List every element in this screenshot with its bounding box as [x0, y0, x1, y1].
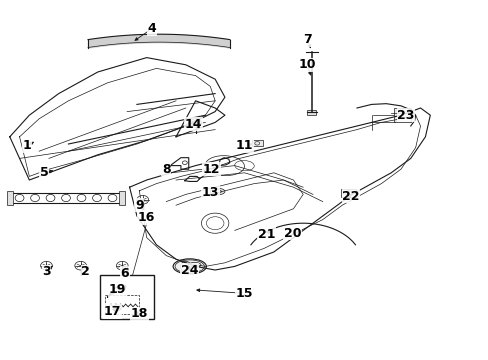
Text: 9: 9 [135, 199, 143, 212]
Bar [10, 193, 122, 203]
Text: 22: 22 [342, 190, 359, 203]
Bar [119, 191, 124, 205]
Text: 12: 12 [202, 163, 220, 176]
Bar [251, 140, 262, 146]
Bar [7, 191, 13, 205]
Text: 18: 18 [130, 307, 148, 320]
Text: 14: 14 [184, 118, 202, 131]
Ellipse shape [210, 188, 224, 195]
Text: 24: 24 [181, 264, 198, 276]
Text: 21: 21 [257, 228, 275, 240]
Text: 7: 7 [302, 33, 311, 46]
Text: 1: 1 [22, 139, 31, 152]
Bar [341, 189, 355, 197]
Text: 8: 8 [162, 163, 170, 176]
Ellipse shape [173, 259, 206, 274]
Circle shape [116, 261, 128, 270]
Text: 4: 4 [147, 22, 156, 35]
Text: 17: 17 [103, 305, 121, 318]
Text: 5: 5 [40, 166, 48, 179]
Text: 16: 16 [138, 211, 155, 224]
Text: 10: 10 [298, 58, 315, 71]
Text: 2: 2 [81, 265, 90, 278]
Text: 20: 20 [283, 227, 301, 240]
Text: 13: 13 [201, 186, 219, 199]
Circle shape [137, 195, 148, 204]
Text: 23: 23 [396, 109, 414, 122]
Text: 19: 19 [108, 283, 126, 296]
Circle shape [41, 261, 52, 270]
Text: 11: 11 [235, 139, 253, 152]
Circle shape [75, 261, 86, 270]
Bar [306, 110, 315, 115]
Circle shape [113, 305, 121, 311]
Bar [105, 295, 139, 314]
Text: 15: 15 [235, 287, 253, 300]
Bar [100, 275, 154, 319]
Text: 3: 3 [42, 265, 51, 278]
Text: 6: 6 [120, 267, 129, 280]
Circle shape [189, 119, 201, 127]
Bar [393, 108, 410, 122]
